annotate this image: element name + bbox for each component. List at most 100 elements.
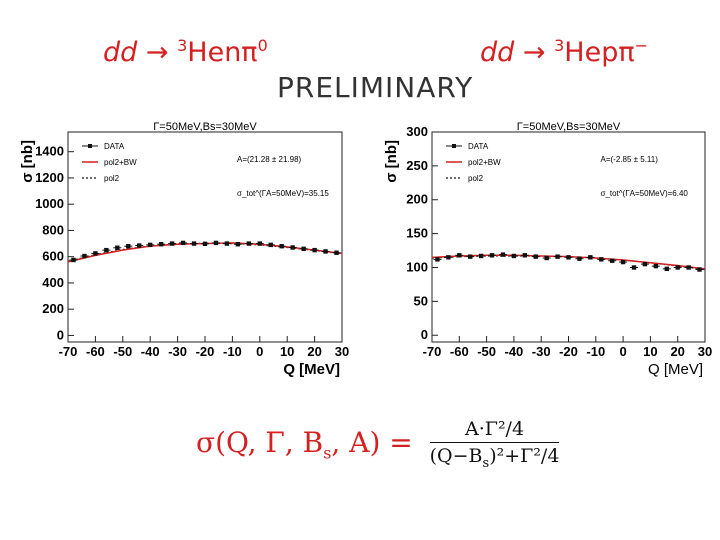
data-point	[457, 253, 462, 258]
x-tick-label: -60	[86, 344, 105, 359]
y-tick-label: 300	[406, 124, 428, 139]
y-tick-label: 1200	[35, 170, 64, 185]
x-tick-label: -70	[59, 344, 78, 359]
y-tick-label: 1000	[35, 196, 64, 211]
y-tick-label: 600	[42, 249, 64, 264]
y-tick-label: 400	[42, 275, 64, 290]
data-point	[93, 251, 98, 256]
left-reaction-sup: 3	[177, 36, 188, 55]
x-tick-label: -70	[423, 344, 442, 359]
data-point	[489, 253, 495, 258]
data-point	[104, 247, 109, 253]
x-axis-label: Q [MeV]	[648, 361, 703, 378]
data-point	[191, 241, 197, 246]
data-point	[588, 255, 593, 260]
x-axis-label: Q [MeV]	[283, 361, 340, 378]
left-reaction-charge: 0	[257, 36, 268, 55]
data-point	[566, 255, 571, 260]
y-tick-label: 200	[406, 192, 428, 207]
legend-label: pol2+BW	[468, 158, 501, 167]
data-point	[169, 241, 175, 246]
x-tick-label: 0	[619, 344, 626, 359]
breit-wigner-formula: σ(Q, Γ, Bs, A) = A·Γ²/4 (Q−Bs)²+Γ²/4	[196, 418, 560, 471]
right-reaction-charge: −	[634, 36, 648, 55]
data-point	[435, 257, 440, 262]
left-reaction-title: dd → 3Henπ0	[103, 36, 268, 68]
data-point	[180, 240, 186, 246]
y-tick-label: 250	[406, 158, 428, 173]
formula-lhs: σ(Q, Γ, Bs, A) =	[196, 425, 413, 463]
data-point	[664, 266, 669, 272]
y-axis-label: σ [nb]	[19, 140, 36, 183]
legend-label: DATA	[104, 142, 125, 151]
data-point	[334, 250, 339, 255]
y-axis-label: σ [nb]	[383, 140, 400, 183]
data-point	[158, 242, 164, 247]
left-reaction-rhs: Henπ	[187, 37, 258, 68]
fit-amplitude-annotation: A=(21.28 ± 21.98)	[237, 155, 302, 164]
data-point	[642, 261, 648, 267]
x-tick-label: 10	[643, 344, 657, 359]
data-point	[268, 242, 273, 248]
right-reaction-title: dd → 3Hepπ−	[480, 36, 648, 68]
y-tick-label: 200	[42, 301, 64, 316]
data-point	[468, 254, 473, 259]
formula-fraction: A·Γ²/4 (Q−Bs)²+Γ²/4	[429, 418, 560, 471]
data-point	[279, 243, 284, 249]
data-point	[202, 241, 208, 247]
data-point	[620, 259, 626, 265]
y-tick-label: 1400	[35, 144, 64, 159]
data-point	[82, 253, 87, 259]
data-point	[577, 256, 582, 261]
x-tick-label: -40	[141, 344, 160, 359]
data-point	[224, 241, 230, 246]
data-point	[675, 265, 680, 270]
data-point	[511, 253, 517, 259]
data-point	[213, 240, 219, 246]
data-point	[323, 249, 328, 254]
x-tick-label: 20	[307, 344, 321, 359]
y-tick-label: 0	[421, 327, 428, 342]
y-tick-label: 0	[57, 327, 64, 342]
x-tick-label: -20	[196, 344, 215, 359]
data-point	[697, 267, 702, 272]
left-reaction-lhs: dd	[103, 37, 138, 68]
data-point	[235, 242, 241, 247]
data-point	[653, 263, 659, 269]
chart-title: Γ=50MeV,Bs=30MeV	[153, 121, 257, 133]
y-tick-label: 150	[406, 226, 428, 241]
left-reaction-arrow: →	[145, 37, 169, 68]
data-point	[246, 241, 252, 246]
data-point	[71, 257, 76, 263]
x-tick-label: -10	[223, 344, 242, 359]
right-reaction-rhs: Hepπ	[564, 37, 635, 68]
data-point	[126, 243, 131, 249]
data-point	[148, 242, 153, 248]
fit-amplitude-annotation: A=(-2.85 ± 5.11)	[601, 155, 659, 164]
chart-title: Γ=50MeV,Bs=30MeV	[517, 121, 621, 133]
cross-section-annotation: σ_tot^(ΓA=50MeV)=6.40	[601, 189, 689, 198]
data-point	[478, 253, 484, 259]
data-point	[301, 246, 306, 252]
data-point	[257, 241, 262, 246]
data-point	[115, 245, 120, 250]
x-tick-label: -10	[586, 344, 605, 359]
x-tick-label: 10	[280, 344, 294, 359]
data-point	[312, 247, 317, 253]
data-point	[290, 245, 295, 250]
legend-label: pol2	[104, 174, 120, 183]
data-point	[544, 255, 549, 261]
data-point	[533, 254, 538, 259]
x-tick-label: 0	[256, 344, 263, 359]
x-tick-label: -20	[559, 344, 578, 359]
data-point	[500, 252, 506, 257]
left-chart: Γ=50MeV,Bs=30MeV -70 -60 -50 -40 -30 -20 -10 0 10…	[19, 121, 349, 378]
legend-label: pol2+BW	[104, 158, 137, 167]
y-tick-label: 50	[414, 293, 428, 308]
data-point	[522, 253, 528, 258]
data-point	[137, 243, 142, 248]
data-point	[446, 255, 451, 260]
x-tick-label: -30	[168, 344, 187, 359]
data-point	[609, 258, 615, 263]
data-point	[631, 265, 637, 270]
